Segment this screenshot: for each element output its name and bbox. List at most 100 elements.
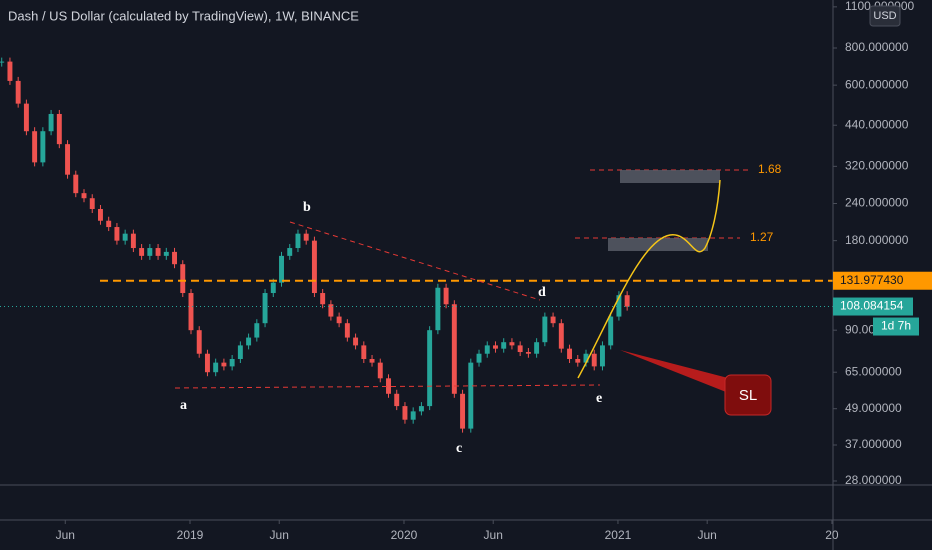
candle-body bbox=[221, 362, 227, 367]
fib-label: 1.68 bbox=[758, 162, 782, 176]
candle-body bbox=[270, 282, 276, 294]
candle-body bbox=[180, 264, 186, 294]
candle-body bbox=[204, 353, 210, 373]
candle-body bbox=[328, 304, 334, 317]
level-price-label: 131.977430 bbox=[840, 273, 904, 287]
fib-label: 1.27 bbox=[750, 230, 774, 244]
candle-body bbox=[97, 208, 103, 221]
candle-body bbox=[344, 323, 350, 338]
x-tick-label: Jun bbox=[484, 528, 503, 542]
candle-body bbox=[155, 248, 161, 256]
candle-body bbox=[106, 220, 112, 228]
candle-body bbox=[23, 103, 29, 132]
candle-body bbox=[336, 316, 342, 324]
price-axis: 1100.000000800.000000600.000000440.00000… bbox=[56, 0, 932, 542]
x-tick-label: Jun bbox=[56, 528, 75, 542]
candle-body bbox=[237, 345, 243, 359]
callout-box bbox=[724, 374, 772, 416]
candle-body bbox=[468, 362, 474, 429]
candle-body bbox=[15, 80, 21, 104]
candle-body bbox=[122, 233, 128, 241]
candle-body bbox=[65, 144, 71, 175]
countdown-label: 1d 7h bbox=[881, 319, 911, 333]
candle-body bbox=[295, 233, 301, 249]
candle-body bbox=[56, 113, 62, 145]
candle-body bbox=[616, 295, 622, 317]
last-price-box bbox=[833, 297, 913, 316]
y-tick-label: 49.000000 bbox=[845, 401, 902, 415]
candle-body bbox=[229, 358, 235, 367]
candle-body bbox=[311, 240, 317, 294]
candle-body bbox=[114, 227, 120, 241]
candle-body bbox=[525, 352, 531, 354]
candle-body bbox=[509, 342, 515, 346]
candle-body bbox=[73, 174, 79, 194]
x-tick-label: 20 bbox=[825, 528, 839, 542]
x-tick-label: 2021 bbox=[605, 528, 632, 542]
candle-body bbox=[418, 406, 424, 412]
y-tick-label: 440.000000 bbox=[845, 117, 909, 131]
candle-body bbox=[451, 304, 457, 394]
wave-label: a bbox=[180, 398, 187, 413]
level-price-box bbox=[833, 271, 932, 290]
candle-body bbox=[287, 248, 293, 256]
candle-body bbox=[7, 61, 13, 81]
x-tick-label: Jun bbox=[270, 528, 289, 542]
candle-body bbox=[550, 316, 556, 324]
candle-body bbox=[369, 358, 375, 363]
candle-body bbox=[279, 255, 284, 283]
candle-body bbox=[567, 348, 573, 359]
candle-body bbox=[196, 330, 202, 354]
trend-line bbox=[289, 221, 541, 301]
candle-body bbox=[32, 131, 38, 163]
last-price-label: 108.084154 bbox=[840, 299, 904, 313]
currency-button[interactable] bbox=[869, 5, 901, 27]
candle-body bbox=[386, 378, 391, 394]
candle-body bbox=[320, 293, 326, 305]
projection-curve bbox=[577, 179, 721, 379]
plot bbox=[0, 57, 833, 433]
chart-title: Dash / US Dollar (calculated by TradingV… bbox=[8, 8, 359, 23]
candle-body bbox=[402, 406, 408, 420]
candle-body bbox=[89, 198, 95, 209]
callout-pointer bbox=[620, 350, 728, 392]
wave-label: b bbox=[303, 200, 311, 215]
candle-body bbox=[262, 293, 268, 324]
candle-body bbox=[542, 316, 548, 343]
wave-label: d bbox=[538, 285, 546, 300]
y-tick-label: 65.000000 bbox=[845, 364, 902, 378]
candle-body bbox=[558, 323, 564, 349]
candle-body bbox=[254, 323, 260, 338]
candle-body bbox=[608, 316, 614, 346]
candle-body bbox=[435, 287, 441, 331]
candle-body bbox=[624, 295, 630, 307]
x-tick-label: 2019 bbox=[177, 528, 204, 542]
candle-body bbox=[427, 330, 433, 407]
currency-label[interactable]: USD bbox=[873, 10, 896, 22]
target-box bbox=[608, 238, 708, 251]
candle-body bbox=[172, 251, 177, 265]
candle-body bbox=[353, 337, 359, 346]
candle-body bbox=[493, 345, 498, 349]
wave-label: e bbox=[596, 391, 602, 406]
candle-body bbox=[517, 345, 523, 353]
candle-body bbox=[501, 342, 507, 349]
candle-body bbox=[410, 411, 416, 420]
candle-body bbox=[303, 233, 309, 241]
y-tick-label: 600.000000 bbox=[845, 77, 909, 91]
candle-body bbox=[484, 345, 490, 354]
wave-label: c bbox=[456, 441, 462, 456]
candle-body bbox=[591, 353, 597, 367]
candle-body bbox=[361, 345, 367, 359]
candle-body bbox=[476, 353, 482, 363]
x-tick-label: Jun bbox=[698, 528, 717, 542]
target-box bbox=[620, 170, 720, 183]
candle-body bbox=[575, 358, 581, 363]
candle-body bbox=[48, 113, 54, 132]
candle-body bbox=[139, 248, 145, 256]
candle-body bbox=[443, 287, 449, 305]
candle-body bbox=[130, 233, 136, 249]
sl-label: SL bbox=[739, 387, 757, 404]
y-tick-label: 800.000000 bbox=[845, 40, 909, 54]
